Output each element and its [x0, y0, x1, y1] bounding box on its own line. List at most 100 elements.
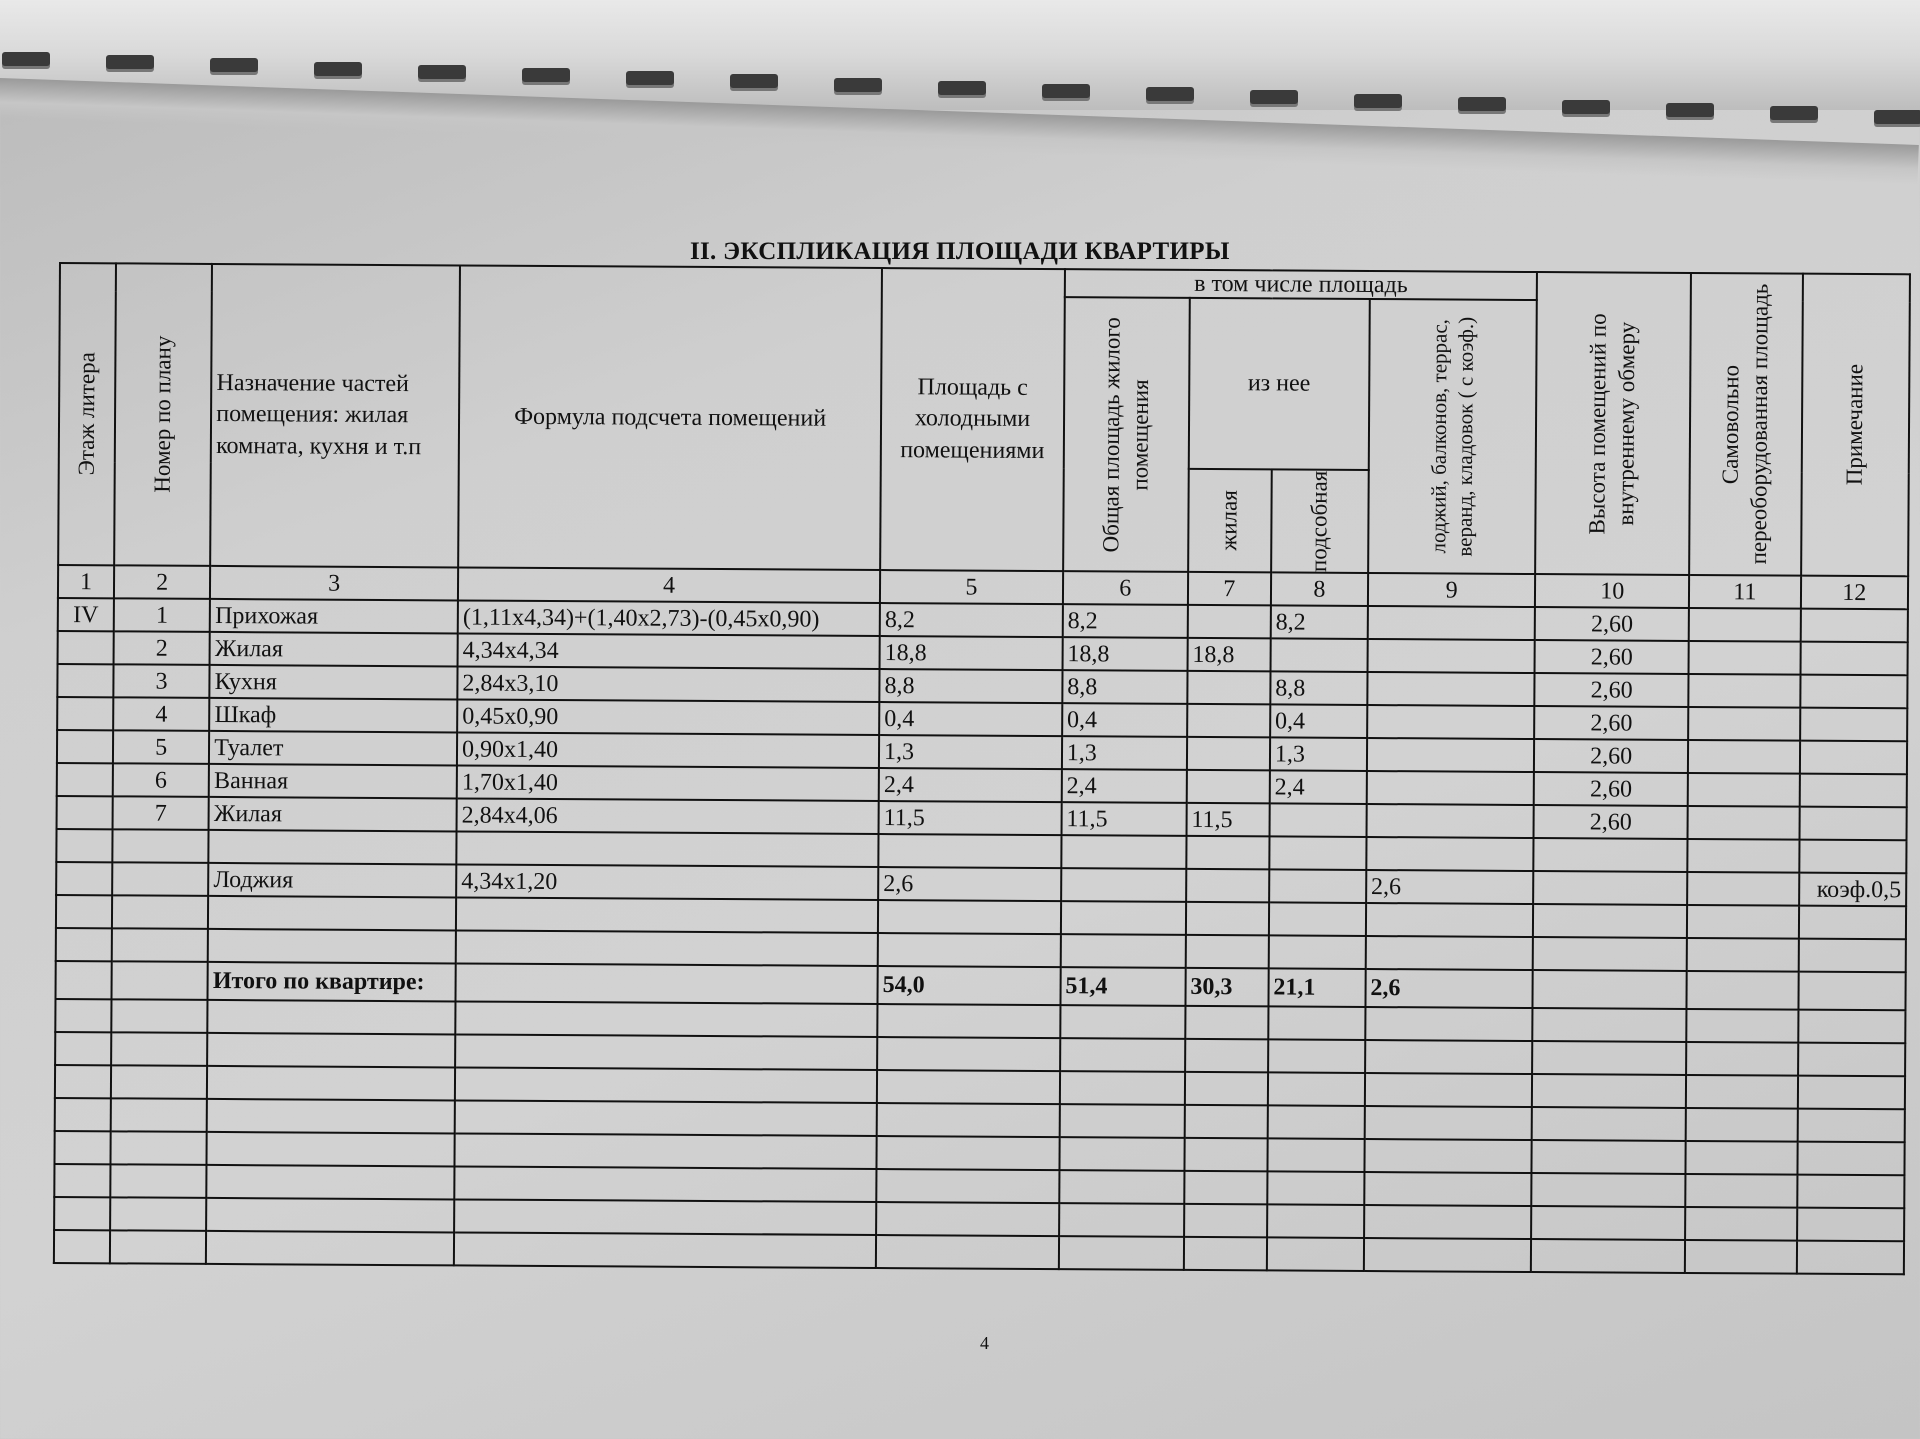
cell-col-11: 11 — [1689, 574, 1801, 609]
cell-col-8: 2,4 — [1269, 770, 1367, 804]
cell-col-1 — [53, 1229, 111, 1264]
cell-col-12 — [1800, 641, 1908, 676]
cell-col-3 — [206, 1197, 455, 1233]
cell-col-3: Шкаф — [209, 697, 458, 733]
cell-col-8 — [1267, 1072, 1365, 1106]
cell-col-12 — [1798, 938, 1906, 973]
cell-col-2: 3 — [113, 664, 210, 698]
cell-col-1 — [55, 960, 112, 1000]
cell-col-7 — [1185, 1005, 1269, 1040]
cell-col-6 — [1060, 1005, 1186, 1039]
cell-col-11 — [1686, 970, 1799, 1010]
cell-col-10 — [1531, 1206, 1686, 1240]
cell-col-2: 7 — [112, 796, 210, 830]
cell-col-2 — [112, 829, 209, 863]
cell-col-7 — [1184, 1071, 1268, 1106]
cell-col-4 — [455, 1001, 878, 1038]
cell-col-8 — [1269, 836, 1367, 870]
cell-col-2 — [111, 895, 209, 929]
cell-col-5: 18,8 — [879, 636, 1063, 671]
cell-col-11 — [1687, 838, 1800, 873]
cell-col-6 — [1059, 1137, 1185, 1171]
cell-col-1 — [54, 1163, 111, 1198]
header-auxiliary: подсобная — [1270, 469, 1369, 574]
cell-col-6 — [1059, 1071, 1185, 1105]
binding-ring — [1458, 96, 1506, 111]
cell-col-9 — [1364, 1138, 1533, 1174]
cell-col-7 — [1186, 736, 1270, 771]
cell-col-3 — [206, 1230, 455, 1266]
cell-col-6: 2,4 — [1061, 769, 1187, 803]
cell-col-6: 8,8 — [1062, 670, 1188, 704]
cell-col-1 — [56, 762, 113, 797]
cell-col-2 — [112, 862, 209, 896]
cell-col-8 — [1267, 1039, 1366, 1073]
cell-col-11 — [1686, 904, 1799, 939]
cell-col-10 — [1533, 871, 1688, 905]
cell-col-5: 54,0 — [877, 966, 1061, 1006]
cell-col-4: 0,45x0,90 — [457, 699, 880, 736]
cell-col-6 — [1060, 901, 1186, 935]
cell-col-5 — [875, 1235, 1059, 1270]
cell-col-12 — [1796, 1207, 1905, 1242]
cell-col-3 — [207, 999, 456, 1035]
cell-col-9 — [1365, 935, 1534, 971]
cell-col-12 — [1800, 608, 1908, 643]
binding-ring — [938, 80, 986, 95]
cell-col-5 — [877, 1004, 1061, 1039]
cell-col-7 — [1183, 1203, 1268, 1238]
cell-col-12 — [1797, 1075, 1906, 1110]
cell-col-9: 9 — [1367, 573, 1536, 608]
cell-col-6: 0,4 — [1061, 703, 1188, 737]
cell-col-10 — [1532, 1107, 1686, 1141]
cell-col-6 — [1058, 1236, 1184, 1270]
cell-col-7: 30,3 — [1185, 967, 1269, 1007]
binding-ring — [106, 55, 154, 70]
cell-col-11 — [1688, 739, 1800, 774]
cell-col-2: 6 — [112, 763, 210, 797]
cell-col-5: 8,2 — [879, 603, 1063, 638]
cell-col-9 — [1363, 1204, 1532, 1240]
cell-col-3 — [207, 1032, 456, 1068]
cell-col-7 — [1186, 769, 1270, 804]
cell-col-9 — [1366, 770, 1535, 806]
cell-col-2 — [110, 1164, 207, 1198]
cell-col-3: Кухня — [209, 664, 458, 700]
cell-col-8 — [1268, 902, 1366, 936]
cell-col-8 — [1270, 638, 1368, 672]
cell-col-2 — [110, 1197, 207, 1231]
cell-col-6 — [1059, 1170, 1185, 1204]
cell-col-9 — [1367, 606, 1536, 641]
cell-col-8: 21,1 — [1268, 968, 1366, 1007]
cell-col-10 — [1531, 1239, 1686, 1273]
binding-ring — [210, 58, 258, 73]
cell-col-10 — [1531, 1173, 1686, 1207]
cell-col-8 — [1266, 1237, 1364, 1271]
cell-col-3: Жилая — [209, 631, 458, 667]
cell-col-1 — [56, 795, 113, 830]
cell-col-1 — [54, 1064, 112, 1099]
cell-col-7 — [1184, 1170, 1268, 1205]
cell-col-11 — [1688, 640, 1801, 675]
cell-col-2 — [110, 1131, 207, 1165]
header-subgroup: из нее — [1188, 297, 1370, 470]
header-group-including: в том числе площадь — [1064, 269, 1538, 301]
cell-col-4 — [454, 1100, 877, 1137]
cell-col-5: 2,4 — [878, 768, 1062, 803]
header-floor: Этаж литера — [58, 263, 117, 566]
cell-col-12 — [1799, 773, 1907, 808]
binding-ring — [626, 71, 674, 86]
cell-col-5 — [877, 900, 1061, 935]
cell-col-11 — [1686, 1008, 1799, 1043]
cell-col-2 — [110, 1098, 208, 1132]
cell-col-4 — [454, 1166, 877, 1203]
header-purpose: Назначение частей помещения: жилая комна… — [210, 263, 461, 568]
cell-col-3: Итого по квартире: — [207, 961, 456, 1002]
cell-col-8 — [1267, 1171, 1365, 1205]
cell-col-10 — [1532, 1041, 1687, 1075]
cell-col-4 — [454, 1133, 877, 1170]
cell-col-7 — [1184, 1137, 1268, 1172]
cell-col-8: 8 — [1270, 572, 1368, 607]
binding-ring — [1042, 84, 1090, 98]
cell-col-12 — [1799, 740, 1908, 775]
